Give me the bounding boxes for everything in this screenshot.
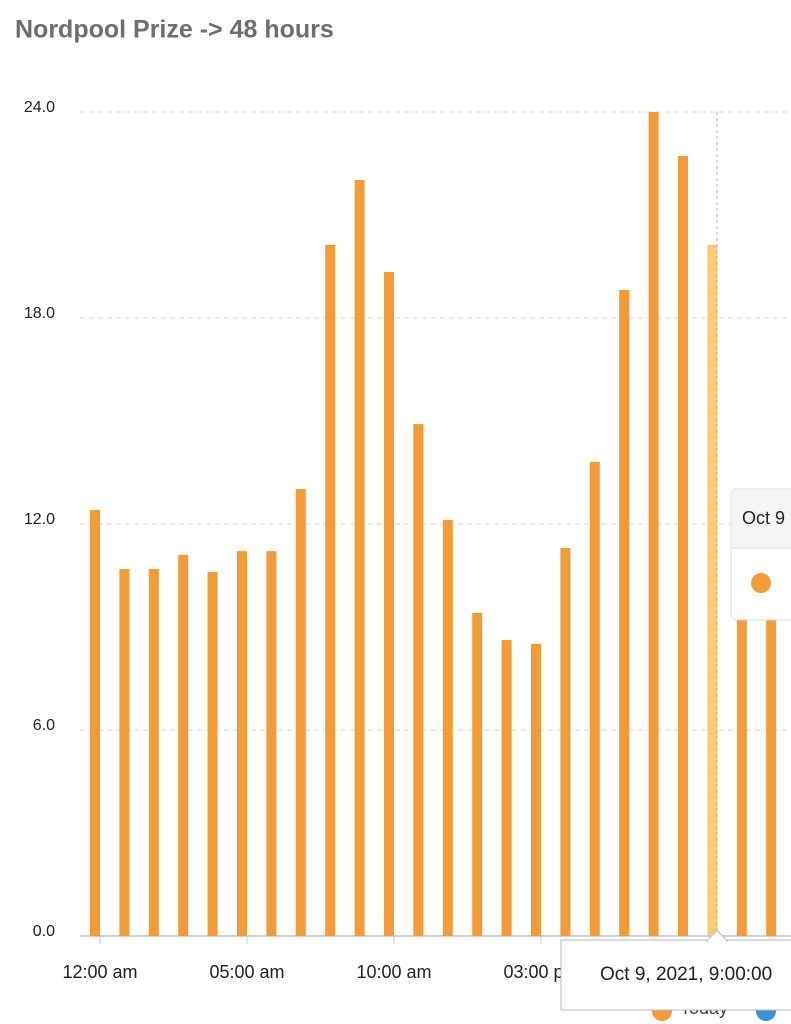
- chart-title: Nordpool Prize -> 48 hours: [15, 16, 334, 44]
- bar[interactable]: [90, 509, 100, 936]
- x-tick-label: 12:00 am: [62, 962, 137, 982]
- bar[interactable]: [295, 488, 306, 936]
- tooltip-title: Oct 9: [742, 508, 785, 528]
- x-tick-label: 03:00 pm: [503, 962, 578, 982]
- bar[interactable]: [207, 572, 218, 936]
- y-tick-label: 6.0: [33, 717, 55, 734]
- y-tick-label: 0.0: [33, 923, 55, 940]
- x-tick-label: 10:00 am: [356, 962, 431, 982]
- bar[interactable]: [237, 551, 247, 936]
- bar[interactable]: [501, 640, 512, 936]
- bar[interactable]: [354, 179, 365, 937]
- bar[interactable]: [531, 643, 541, 936]
- x-tooltip-box: [560, 939, 791, 1011]
- bar[interactable]: [472, 612, 483, 936]
- bar[interactable]: [736, 575, 747, 937]
- bar[interactable]: [619, 289, 630, 936]
- bar[interactable]: [589, 461, 600, 936]
- bar[interactable]: [266, 551, 277, 936]
- x-tooltip-label: Oct 9, 2021, 9:00:00: [600, 964, 772, 985]
- bar[interactable]: [766, 575, 777, 937]
- bar[interactable]: [678, 155, 688, 937]
- bar[interactable]: [648, 112, 659, 936]
- bar[interactable]: [560, 548, 571, 936]
- bar[interactable]: [325, 244, 336, 936]
- bar[interactable]: [178, 554, 189, 936]
- bar[interactable]: [707, 244, 718, 936]
- y-tick-label: 12.0: [24, 511, 55, 528]
- bar[interactable]: [384, 271, 394, 936]
- bar[interactable]: [413, 424, 424, 936]
- plot: 0.0 6.0 12.0 18.0 24.0 12:00 am 05:00 am 10:00 …: [24, 99, 791, 982]
- tooltip-marker: [751, 573, 771, 593]
- x-tick-label: 05:00 am: [209, 962, 284, 982]
- tooltip-header: [732, 490, 791, 548]
- y-tick-label: 18.0: [24, 305, 55, 322]
- bar[interactable]: [442, 519, 453, 936]
- bar[interactable]: [119, 568, 130, 936]
- bar[interactable]: [148, 568, 159, 936]
- y-tick-label: 24.0: [24, 99, 55, 116]
